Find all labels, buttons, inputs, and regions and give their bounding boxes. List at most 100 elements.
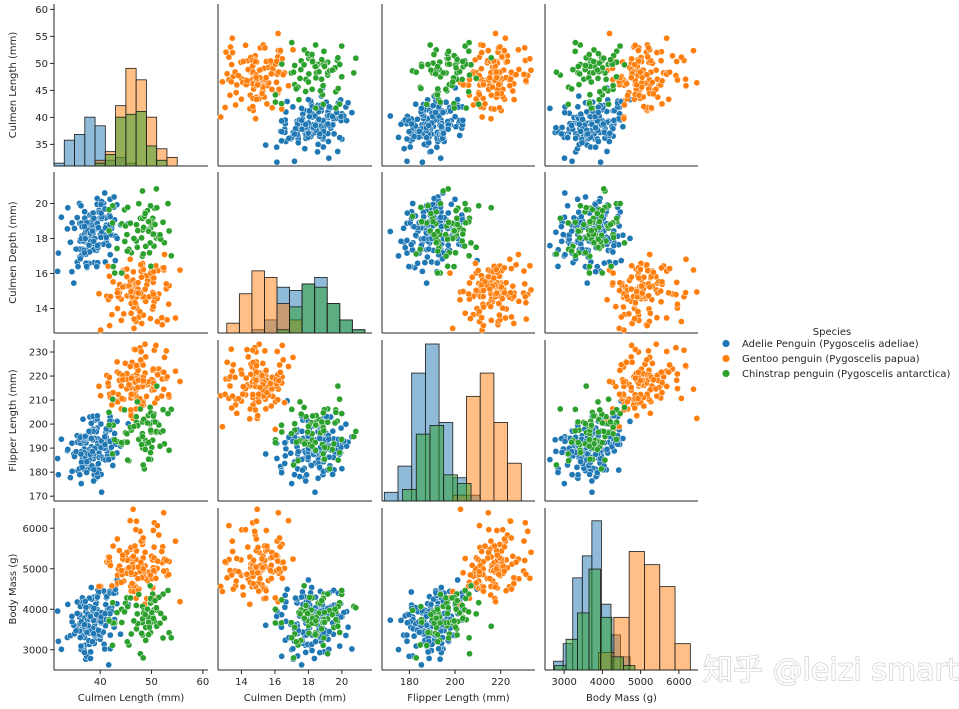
- scatter-point: [159, 406, 167, 414]
- scatter-point: [94, 593, 101, 601]
- scatter-point: [397, 617, 405, 624]
- scatter-point: [598, 439, 606, 446]
- scatter-point: [124, 603, 132, 610]
- scatter-point: [150, 274, 158, 282]
- scatter-point: [553, 461, 560, 469]
- scatter-point: [244, 353, 252, 361]
- scatter-point: [238, 370, 246, 378]
- scatter-point: [278, 117, 285, 125]
- scatter-point: [334, 456, 342, 464]
- scatter-point: [417, 204, 425, 211]
- scatter-point: [414, 115, 421, 123]
- scatter-point: [294, 448, 302, 456]
- scatter-point: [522, 570, 530, 578]
- scatter-point: [452, 249, 459, 257]
- scatter-point: [95, 460, 102, 468]
- scatter-point: [278, 342, 286, 349]
- scatter-point: [465, 290, 472, 298]
- scatter-point: [176, 598, 184, 606]
- scatter-point: [320, 48, 328, 55]
- scatter-point: [576, 234, 584, 242]
- scatter-point: [405, 128, 413, 136]
- scatter-point: [459, 615, 467, 622]
- scatter-point: [595, 138, 602, 145]
- scatter-point: [272, 605, 279, 613]
- scatter-point: [336, 134, 344, 141]
- scatter-point: [500, 47, 508, 54]
- scatter-point: [172, 314, 179, 322]
- scatter-point: [278, 469, 285, 477]
- scatter-point: [288, 634, 296, 642]
- scatter-point: [145, 631, 152, 639]
- scatter-point: [468, 273, 476, 281]
- scatter-point: [273, 348, 281, 355]
- scatter-point: [645, 347, 652, 355]
- scatter-point: [564, 134, 571, 141]
- scatter-point: [554, 263, 562, 270]
- scatter-point: [127, 219, 134, 227]
- scatter-point: [267, 70, 275, 78]
- scatter-point: [478, 314, 486, 322]
- scatter-point: [277, 368, 284, 376]
- scatter-point: [165, 300, 173, 308]
- scatter-point: [160, 264, 168, 272]
- scatter-point: [292, 594, 299, 602]
- scatter-point: [81, 208, 88, 216]
- y-tick-label: 40: [35, 113, 48, 124]
- scatter-point: [133, 362, 140, 369]
- scatter-point: [233, 81, 241, 89]
- scatter-point: [497, 283, 505, 291]
- scatter-point: [500, 264, 508, 272]
- scatter-point: [298, 427, 306, 435]
- scatter-point: [568, 247, 575, 255]
- hist-bar: [289, 306, 303, 334]
- scatter-point: [606, 30, 613, 37]
- scatter-point: [125, 381, 133, 389]
- scatter-point: [450, 104, 458, 112]
- scatter-point: [55, 637, 62, 645]
- scatter-point: [160, 385, 168, 393]
- scatter-point: [480, 303, 487, 311]
- scatter-point: [318, 418, 326, 426]
- scatter-point: [637, 68, 644, 76]
- scatter-point: [434, 638, 442, 646]
- scatter-point: [121, 238, 129, 245]
- scatter-point: [439, 69, 447, 77]
- scatter-point: [114, 289, 121, 297]
- scatter-point: [308, 442, 316, 450]
- scatter-point: [559, 231, 567, 238]
- scatter-point: [493, 289, 501, 297]
- scatter-point: [644, 267, 652, 274]
- scatter-point: [302, 120, 310, 128]
- scatter-point: [492, 68, 500, 76]
- scatter-point: [328, 611, 336, 618]
- scatter-point: [586, 455, 594, 463]
- scatter-point: [605, 395, 612, 403]
- scatter-point: [135, 591, 143, 598]
- scatter-point: [416, 245, 424, 253]
- scatter-point: [437, 154, 445, 162]
- scatter-point: [386, 228, 394, 235]
- scatter-point: [615, 466, 623, 474]
- hist-bar: [276, 329, 290, 334]
- scatter-point: [281, 439, 289, 447]
- scatter-point: [126, 255, 134, 263]
- scatter-point: [221, 104, 229, 111]
- scatter-point: [109, 395, 117, 403]
- scatter-point: [576, 70, 584, 78]
- scatter-point: [58, 213, 65, 221]
- scatter-point: [452, 123, 460, 131]
- scatter-point: [158, 392, 166, 400]
- scatter-point: [138, 441, 145, 448]
- scatter-point: [67, 474, 74, 481]
- scatter-point: [252, 376, 260, 384]
- scatter-point: [588, 488, 596, 496]
- scatter-point: [54, 455, 61, 462]
- hist-bar: [507, 462, 522, 502]
- scatter-point: [90, 630, 98, 637]
- scatter-point: [233, 410, 241, 417]
- scatter-point: [105, 661, 113, 669]
- scatter-point: [344, 99, 352, 107]
- scatter-point: [298, 125, 306, 133]
- scatter-point: [292, 638, 300, 646]
